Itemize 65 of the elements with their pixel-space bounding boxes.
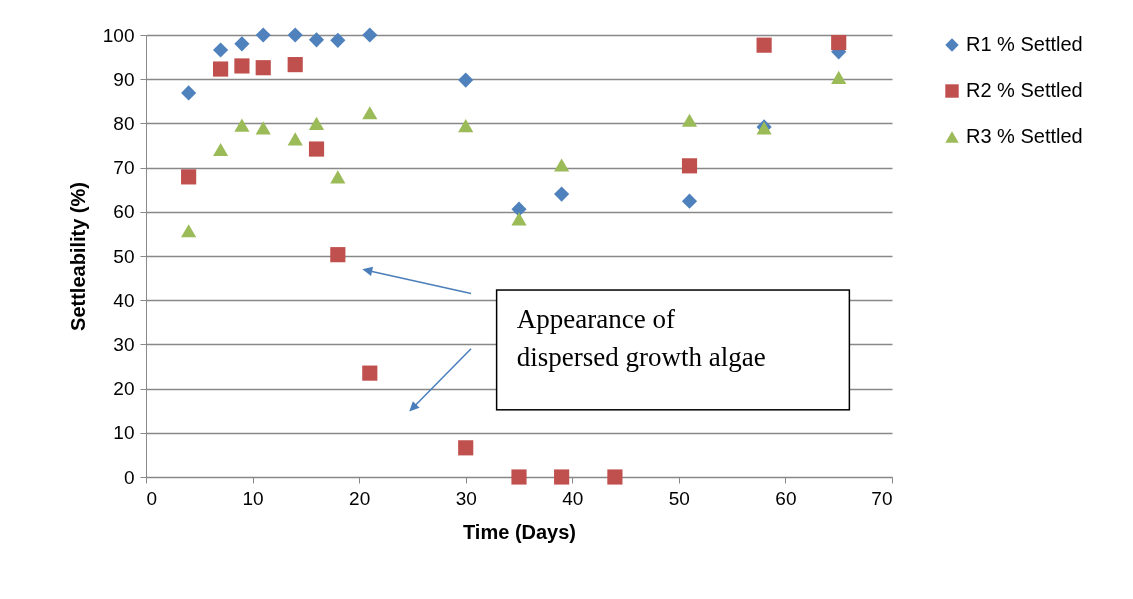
y-tick-label: 100 xyxy=(102,24,135,46)
point xyxy=(554,469,570,485)
point xyxy=(458,119,474,133)
x-tick-label: 10 xyxy=(242,487,264,509)
point xyxy=(554,158,570,172)
x-tick-label: 70 xyxy=(871,487,893,509)
point xyxy=(234,118,250,132)
point xyxy=(458,440,474,456)
point xyxy=(607,469,623,485)
point xyxy=(255,121,271,135)
point xyxy=(255,60,271,76)
point xyxy=(756,37,772,53)
x-tick-label: 60 xyxy=(775,487,797,509)
legend-label: R2 % Settled xyxy=(966,79,1083,101)
point xyxy=(681,158,698,174)
x-tick-label: 0 xyxy=(146,487,158,509)
point xyxy=(181,85,197,101)
point xyxy=(681,193,698,209)
point xyxy=(362,365,378,381)
y-axis-title: Settleability (%) xyxy=(66,182,89,331)
y-tick-label: 70 xyxy=(113,157,135,179)
y-tick-label: 40 xyxy=(113,289,135,311)
y-tick-label: 80 xyxy=(113,112,135,134)
point xyxy=(213,42,229,58)
point xyxy=(362,27,378,43)
point xyxy=(330,170,346,184)
point xyxy=(287,57,303,73)
y-tick-label: 60 xyxy=(113,201,135,223)
point xyxy=(554,186,570,202)
y-tick-label: 10 xyxy=(113,422,135,444)
legend-label: R3 % Settled xyxy=(966,125,1083,147)
point xyxy=(234,58,250,74)
y-tick-label: 0 xyxy=(123,466,135,488)
point xyxy=(308,141,325,157)
y-tick-label: 30 xyxy=(113,333,135,355)
point xyxy=(308,116,325,130)
point xyxy=(287,27,303,43)
point xyxy=(330,247,346,263)
point xyxy=(458,72,474,88)
point xyxy=(213,142,229,157)
y-tick-label: 20 xyxy=(113,378,135,400)
x-tick-label: 20 xyxy=(349,487,371,509)
point xyxy=(213,61,229,77)
point xyxy=(362,106,378,120)
point xyxy=(681,113,698,127)
point xyxy=(234,36,250,52)
point xyxy=(181,224,197,238)
y-tick-label: 90 xyxy=(113,68,135,90)
point xyxy=(255,27,271,43)
point xyxy=(511,469,527,485)
x-tick-label: 50 xyxy=(668,487,690,509)
legend-label: R1 % Settled xyxy=(966,33,1083,55)
point xyxy=(831,34,847,51)
x-axis-title: Time (Days) xyxy=(462,520,577,543)
point xyxy=(181,169,197,185)
point xyxy=(287,132,303,146)
point xyxy=(511,212,527,226)
x-tick-label: 40 xyxy=(562,487,584,509)
point xyxy=(831,70,847,84)
x-tick-label: 30 xyxy=(455,487,477,509)
point xyxy=(511,201,527,217)
point xyxy=(330,32,346,48)
y-tick-label: 50 xyxy=(113,245,135,267)
point xyxy=(308,32,325,48)
annotation: Appearance of dispersed growth algae xyxy=(516,303,766,372)
